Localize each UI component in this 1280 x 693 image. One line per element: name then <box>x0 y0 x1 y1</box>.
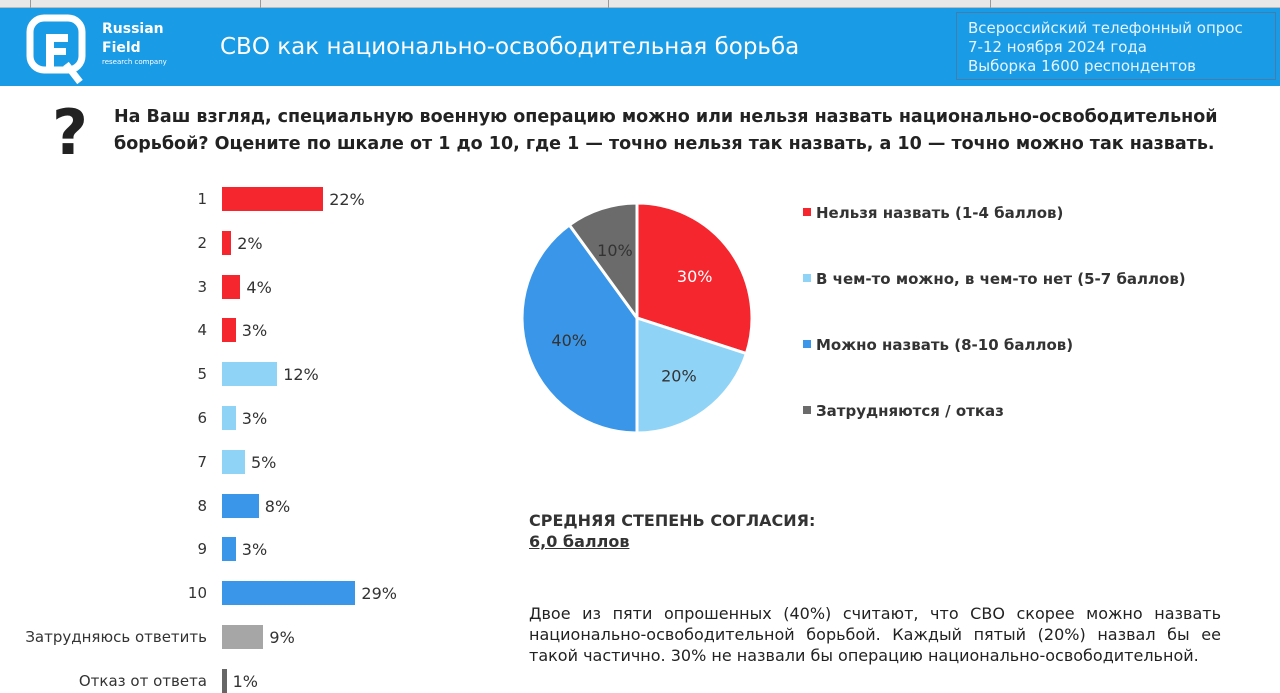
survey-dates: 7-12 ноября 2024 года <box>968 38 1147 56</box>
bar-category-label: Отказ от ответа <box>78 671 207 690</box>
bar-value-label: 3% <box>241 409 268 428</box>
legend-item: Нельзя назвать (1-4 баллов) <box>803 204 1063 222</box>
bar-category-label: 8 <box>197 496 207 515</box>
bar-category-label: 3 <box>197 277 207 296</box>
legend-item: Затрудняются / отказ <box>803 402 1004 420</box>
legend-label: Нельзя назвать (1-4 баллов) <box>816 204 1064 222</box>
bar-row: Отказ от ответа 1% <box>0 668 460 693</box>
bar <box>222 406 236 430</box>
legend-swatch <box>803 208 811 216</box>
bar-row: 4 3% <box>0 318 460 343</box>
bar-category-label: 2 <box>197 233 207 252</box>
bar <box>222 230 232 255</box>
bar-value-label: 9% <box>269 628 295 647</box>
legend-label: В чем-то можно, в чем-то нет (5-7 баллов… <box>816 270 1186 288</box>
bar-category-label: 9 <box>197 540 207 559</box>
bar-value-label: 2% <box>237 233 263 253</box>
brand-line-1: Russian <box>102 21 164 37</box>
pie-slice <box>635 201 754 356</box>
pie-slice-label: 30% <box>677 267 713 286</box>
legend-swatch <box>803 274 811 282</box>
bar <box>222 668 227 693</box>
survey-sample: Выборка 1600 респондентов <box>968 57 1196 75</box>
bar-category-label: 5 <box>197 365 207 384</box>
bar-value-label: 4% <box>246 277 272 297</box>
bar-value-label: 12% <box>283 365 319 385</box>
pie-chart: 30% 20% 40% 10% <box>520 201 754 435</box>
legend-label: Затрудняются / отказ <box>816 402 1004 420</box>
bar <box>222 625 264 649</box>
bar <box>222 537 236 562</box>
brand-tagline: research company <box>102 58 167 66</box>
legend-swatch <box>803 340 811 348</box>
pie-slice <box>635 315 749 435</box>
pie-slice <box>567 201 639 323</box>
header-banner: Russian Field research company СВО как н… <box>0 8 1280 86</box>
average-score: СРЕДНЯЯ СТЕПЕНЬ СОГЛАСИЯ: 6,0 баллов <box>529 510 815 552</box>
survey-type: Всероссийский телефонный опрос <box>968 19 1243 37</box>
page-title: СВО как национально-освободительная борь… <box>220 34 800 60</box>
bar-value-label: 1% <box>232 671 258 691</box>
bar-row: 2 2% <box>0 230 460 255</box>
bar-row: 10 29% <box>0 581 460 606</box>
bar-row: 7 5% <box>0 449 460 474</box>
bar-value-label: 22% <box>329 190 365 209</box>
description-text: Двое из пяти опрошенных (40%) считают, ч… <box>529 604 1221 665</box>
bar-category-label: 7 <box>197 452 207 471</box>
legend-label: Можно назвать (8-10 баллов) <box>816 336 1074 354</box>
bar-category-label: 4 <box>197 321 207 340</box>
bar <box>222 274 241 299</box>
question-text: На Ваш взгляд, специальную военную опера… <box>114 107 1218 154</box>
bar-category-label: 6 <box>197 409 207 427</box>
bar-value-label: 29% <box>361 584 397 604</box>
bar <box>222 318 236 343</box>
pie-slice-label: 10% <box>597 241 633 260</box>
window-top-strip <box>0 0 1280 8</box>
average-title: СРЕДНЯЯ СТЕПЕНЬ СОГЛАСИЯ: <box>529 511 816 530</box>
bar-row: 1 22% <box>0 187 460 211</box>
survey-info-box[interactable]: Всероссийский телефонный опрос 7-12 нояб… <box>956 12 1276 80</box>
question-mark-icon: ? <box>52 96 88 169</box>
bar <box>222 362 278 387</box>
bar-category-label: Затрудняюсь ответить <box>25 628 207 646</box>
bar-row: Затрудняюсь ответить 9% <box>0 625 460 649</box>
brand-name: Russian Field research company <box>102 20 167 67</box>
bar-category-label: 1 <box>197 190 207 208</box>
bar-row: 8 8% <box>0 493 460 518</box>
bar-value-label: 3% <box>241 321 268 341</box>
bar-value-label: 5% <box>251 452 277 472</box>
bar-value-label: 3% <box>241 540 268 560</box>
bar-row: 3 4% <box>0 274 460 299</box>
bar <box>222 449 245 474</box>
pie-slice-label: 40% <box>551 331 587 350</box>
bar <box>222 581 356 606</box>
pie-slice <box>520 222 639 435</box>
russian-field-logo-icon <box>26 14 86 84</box>
bar <box>222 493 259 518</box>
bar <box>222 187 324 211</box>
legend-swatch <box>803 406 811 414</box>
bar-value-label: 8% <box>264 496 291 516</box>
average-value: 6,0 баллов <box>529 532 630 551</box>
bar-row: 5 12% <box>0 362 460 387</box>
pie-slice-label: 20% <box>661 367 697 386</box>
legend-item: В чем-то можно, в чем-то нет (5-7 баллов… <box>803 270 1186 288</box>
brand-line-2: Field <box>102 40 141 56</box>
bar-category-label: 10 <box>187 584 207 603</box>
bar-row: 6 3% <box>0 406 460 430</box>
bar-row: 9 3% <box>0 537 460 562</box>
legend-item: Можно назвать (8-10 баллов) <box>803 336 1073 354</box>
